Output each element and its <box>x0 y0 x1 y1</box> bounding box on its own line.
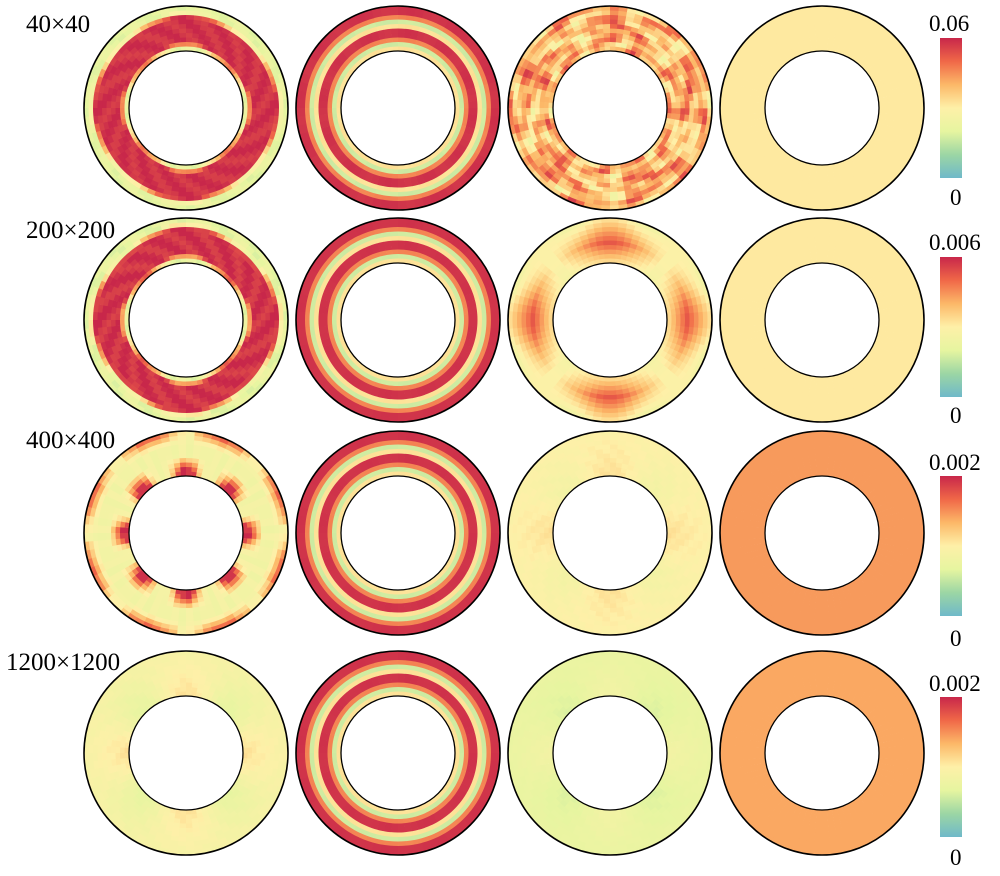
annulus-outer-boundary <box>719 650 925 856</box>
annulus-inner-hole <box>340 50 456 166</box>
colorbar-min-label-row3: 0 <box>950 626 962 651</box>
annulus-outer-boundary <box>507 217 713 423</box>
colorbar-min-label-row4: 0 <box>950 845 962 870</box>
annulus-inner-hole <box>764 50 880 166</box>
colorbar-row1 <box>940 38 962 178</box>
annulus-panel-r3-c1 <box>83 430 289 636</box>
annulus-outer-boundary <box>295 650 501 856</box>
colorbar-min-label-row2: 0 <box>950 403 962 428</box>
row-label-400: 400×400 <box>26 427 116 454</box>
annulus-inner-hole <box>764 695 880 811</box>
annulus-outer-boundary <box>507 650 713 856</box>
annulus-outer-boundary <box>507 5 713 211</box>
annulus-panel-r3-c4 <box>719 430 925 636</box>
row-label-200: 200×200 <box>26 217 116 244</box>
annulus-panel-r3-c3 <box>507 430 713 636</box>
colorbar-max-label-row1: 0.06 <box>929 11 970 36</box>
annulus-outer-boundary <box>719 5 925 211</box>
annulus-inner-hole <box>128 695 244 811</box>
annulus-panel-r4-c4 <box>719 650 925 856</box>
annulus-panel-r2-c3 <box>507 217 713 423</box>
annulus-inner-hole <box>340 475 456 591</box>
colorbar-row4 <box>940 697 962 837</box>
annulus-panel-r4-c3 <box>507 650 713 856</box>
colorbar-max-label-row2: 0.006 <box>929 230 981 255</box>
annulus-outer-boundary <box>83 430 289 636</box>
colorbar-min-label-row1: 0 <box>950 185 962 210</box>
annulus-inner-hole <box>128 50 244 166</box>
annulus-panel-r2-c4 <box>719 217 925 423</box>
annulus-outer-boundary <box>507 430 713 636</box>
annulus-outer-boundary <box>719 217 925 423</box>
annulus-inner-hole <box>340 262 456 378</box>
annulus-panel-r2-c1 <box>83 217 289 423</box>
annulus-inner-hole <box>764 262 880 378</box>
annulus-outer-boundary <box>719 430 925 636</box>
annulus-inner-hole <box>340 695 456 811</box>
annulus-outer-boundary <box>83 5 289 211</box>
annulus-panel-r1-c3 <box>507 5 713 211</box>
colorbar-max-label-row3: 0.002 <box>929 450 981 475</box>
annulus-outer-boundary <box>83 217 289 423</box>
row-label-40: 40×40 <box>26 11 91 38</box>
colorbar-max-label-row4: 0.002 <box>929 671 981 696</box>
annulus-inner-hole <box>128 475 244 591</box>
annulus-inner-hole <box>552 475 668 591</box>
annulus-outer-boundary <box>295 5 501 211</box>
annulus-inner-hole <box>552 262 668 378</box>
annulus-panel-r4-c2 <box>295 650 501 856</box>
annulus-panel-r1-c2 <box>295 5 501 211</box>
colorbar-row2 <box>940 257 962 397</box>
annulus-panel-r4-c1 <box>83 650 289 856</box>
row-label-1200: 1200×1200 <box>6 649 121 676</box>
annulus-panel-r3-c2 <box>295 430 501 636</box>
annulus-outer-boundary <box>83 650 289 856</box>
annulus-inner-hole <box>128 262 244 378</box>
annulus-panel-r1-c1 <box>83 5 289 211</box>
annulus-panel-r1-c4 <box>719 5 925 211</box>
annulus-inner-hole <box>552 695 668 811</box>
colorbar-row3 <box>940 476 962 616</box>
annulus-panel-r2-c2 <box>295 217 501 423</box>
annulus-inner-hole <box>552 50 668 166</box>
annulus-outer-boundary <box>295 217 501 423</box>
annulus-outer-boundary <box>295 430 501 636</box>
annulus-inner-hole <box>764 475 880 591</box>
